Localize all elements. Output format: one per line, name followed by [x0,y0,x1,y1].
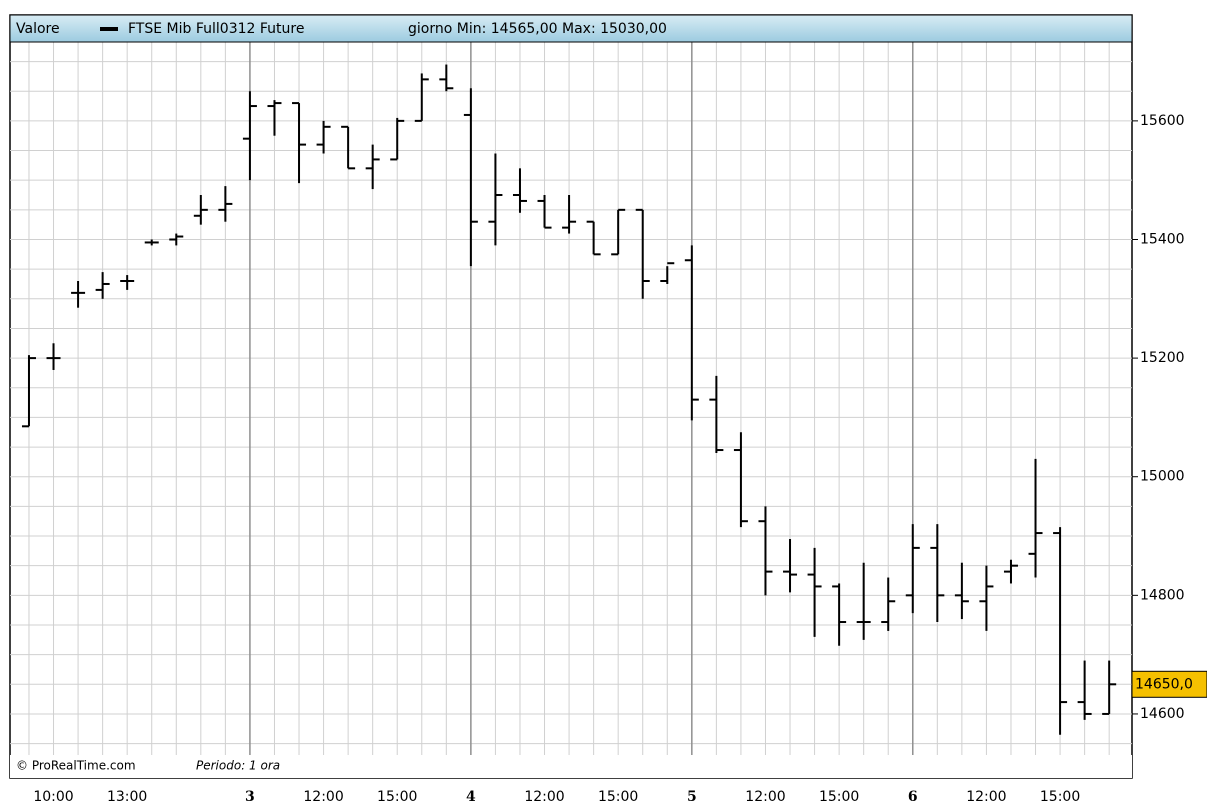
x-tick-label: 12:00 [745,789,785,805]
credit: © ProRealTime.com [16,759,136,773]
x-tick-label: 10:00 [33,789,73,805]
header-bar [9,14,1133,43]
legend-swatch [100,27,118,31]
period: Periodo: 1 ora [196,759,280,773]
x-tick-label: 5 [687,789,697,805]
x-tick-label: 15:00 [598,789,638,805]
x-tick-label: 3 [245,789,255,805]
x-tick-label: 13:00 [107,789,147,805]
chart-title: FTSE Mib Full0312 Future [128,21,304,37]
footer-bg [10,755,1132,778]
x-tick-label: 12:00 [303,789,343,805]
bars [21,64,1117,735]
x-tick-label: 15:00 [377,789,417,805]
y-tick-label: 14800 [1140,587,1185,603]
y-tick-label: 14600 [1140,706,1185,722]
last-price-label: 14650,0 [1135,676,1193,692]
plot-frame [9,14,1133,779]
grid [10,42,1132,778]
y-tick-label: 15600 [1140,113,1185,129]
x-tick-label: 15:00 [819,789,859,805]
x-tick-label: 15:00 [1040,789,1080,805]
x-tick-label: 12:00 [524,789,564,805]
chart-subtitle: giorno Min: 14565,00 Max: 15030,00 [408,21,667,37]
x-tick-label: 4 [466,789,476,805]
x-tick-label: 6 [908,789,918,805]
y-tick-label: 15200 [1140,350,1185,366]
legend-label: Valore [16,21,60,37]
x-tick-label: 12:00 [966,789,1006,805]
last-price-box [1131,670,1207,698]
y-tick-label: 15000 [1140,469,1185,485]
y-tick-label: 15400 [1140,231,1185,247]
